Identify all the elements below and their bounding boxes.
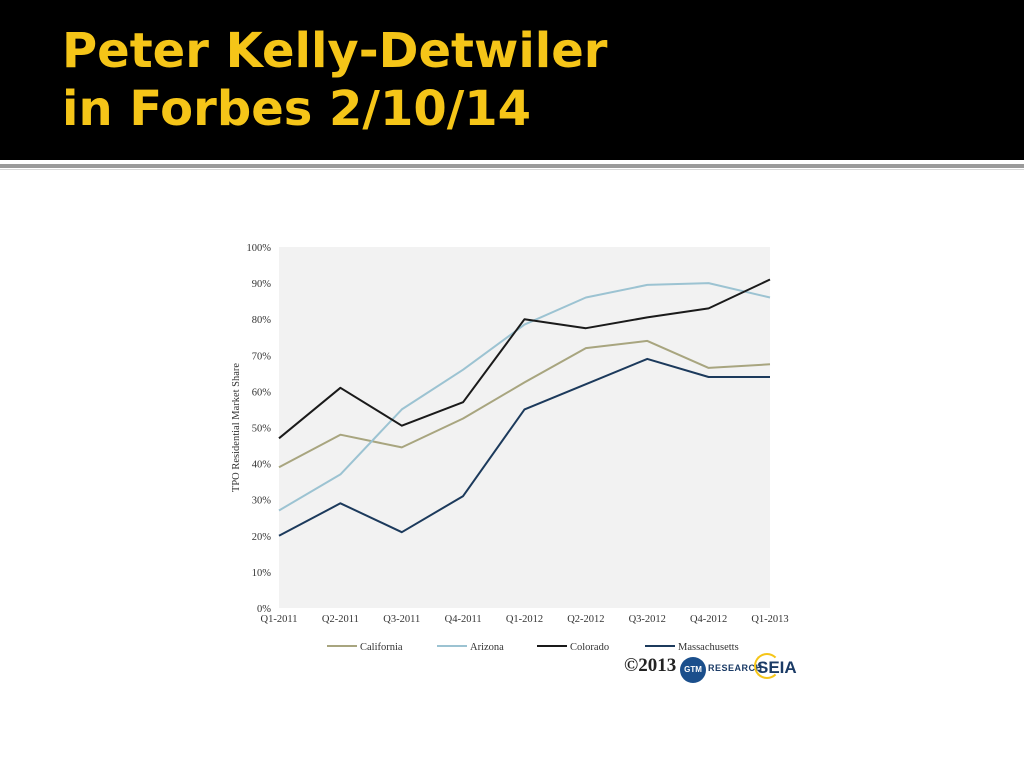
- y-tick-label: 40%: [252, 460, 272, 471]
- x-tick-label: Q1-2013: [751, 614, 788, 625]
- y-tick-label: 90%: [252, 279, 272, 290]
- gtm-research-logo: GTM: [680, 657, 706, 683]
- legend-label: Colorado: [570, 642, 609, 652]
- y-tick-label: 30%: [252, 496, 272, 507]
- y-tick-label: 70%: [252, 351, 272, 362]
- legend: California Arizona Colorado Massachusetts: [327, 642, 739, 652]
- x-axis-labels: Q1-2011 Q2-2011 Q3-2011 Q4-2011 Q1-2012 Q2-20…: [261, 614, 789, 625]
- series-line-arizona: [278, 282, 771, 512]
- slide-title: Peter Kelly-Detwiler in Forbes 2/10/14: [62, 22, 607, 138]
- header-divider: [0, 164, 1024, 168]
- y-tick-label: 50%: [252, 424, 272, 435]
- x-tick-label: Q2-2011: [322, 614, 359, 625]
- market-share-chart: 0% 10% 20% 30% 40% 50% 60% 70% 80% 90% 100% Q1-201…: [231, 243, 789, 652]
- y-axis-labels: 0% 10% 20% 30% 40% 50% 60% 70% 80% 90% 100%: [247, 243, 272, 615]
- y-tick-label: 10%: [252, 568, 272, 579]
- legend-label: California: [360, 642, 403, 652]
- x-tick-label: Q1-2011: [261, 614, 298, 625]
- series-line-california: [278, 339, 771, 469]
- x-tick-label: Q2-2012: [567, 614, 604, 625]
- y-tick-label: 80%: [252, 315, 272, 326]
- slide-header: Peter Kelly-Detwiler in Forbes 2/10/14: [0, 0, 1024, 160]
- title-line-2: in Forbes 2/10/14: [62, 81, 532, 137]
- y-tick-label: 0%: [257, 604, 271, 615]
- header-divider-thin: [0, 169, 1024, 170]
- y-tick-label: 20%: [252, 532, 272, 543]
- series-line-colorado: [278, 278, 771, 440]
- x-tick-label: Q3-2012: [629, 614, 666, 625]
- plot-area: [279, 247, 770, 608]
- copyright-text: ©2013: [624, 655, 677, 676]
- series-lines: [278, 278, 771, 537]
- legend-label: Arizona: [470, 642, 504, 652]
- gtm-research-wordmark: RESEARCH: [708, 663, 763, 673]
- title-line-1: Peter Kelly-Detwiler: [62, 23, 608, 79]
- series-line-massachusetts: [278, 357, 770, 537]
- seia-logo: SEIA: [754, 653, 797, 681]
- x-tick-label: Q4-2011: [445, 614, 482, 625]
- x-tick-label: Q3-2011: [383, 614, 420, 625]
- y-axis-title: TPO Residential Market Share: [231, 363, 242, 493]
- y-tick-label: 100%: [247, 243, 272, 254]
- y-tick-label: 60%: [252, 387, 272, 398]
- legend-label: Massachusetts: [678, 642, 739, 652]
- x-tick-label: Q1-2012: [506, 614, 543, 625]
- x-tick-label: Q4-2012: [690, 614, 727, 625]
